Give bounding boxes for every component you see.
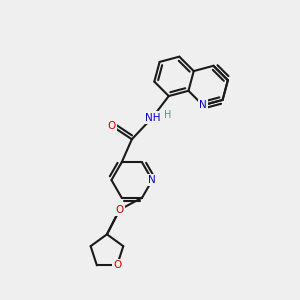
- Text: O: O: [113, 260, 121, 270]
- Text: O: O: [116, 205, 124, 215]
- Text: H: H: [164, 110, 172, 120]
- Text: NH: NH: [145, 113, 160, 123]
- Text: O: O: [107, 121, 116, 131]
- Text: N: N: [148, 175, 156, 185]
- Text: N: N: [199, 100, 207, 110]
